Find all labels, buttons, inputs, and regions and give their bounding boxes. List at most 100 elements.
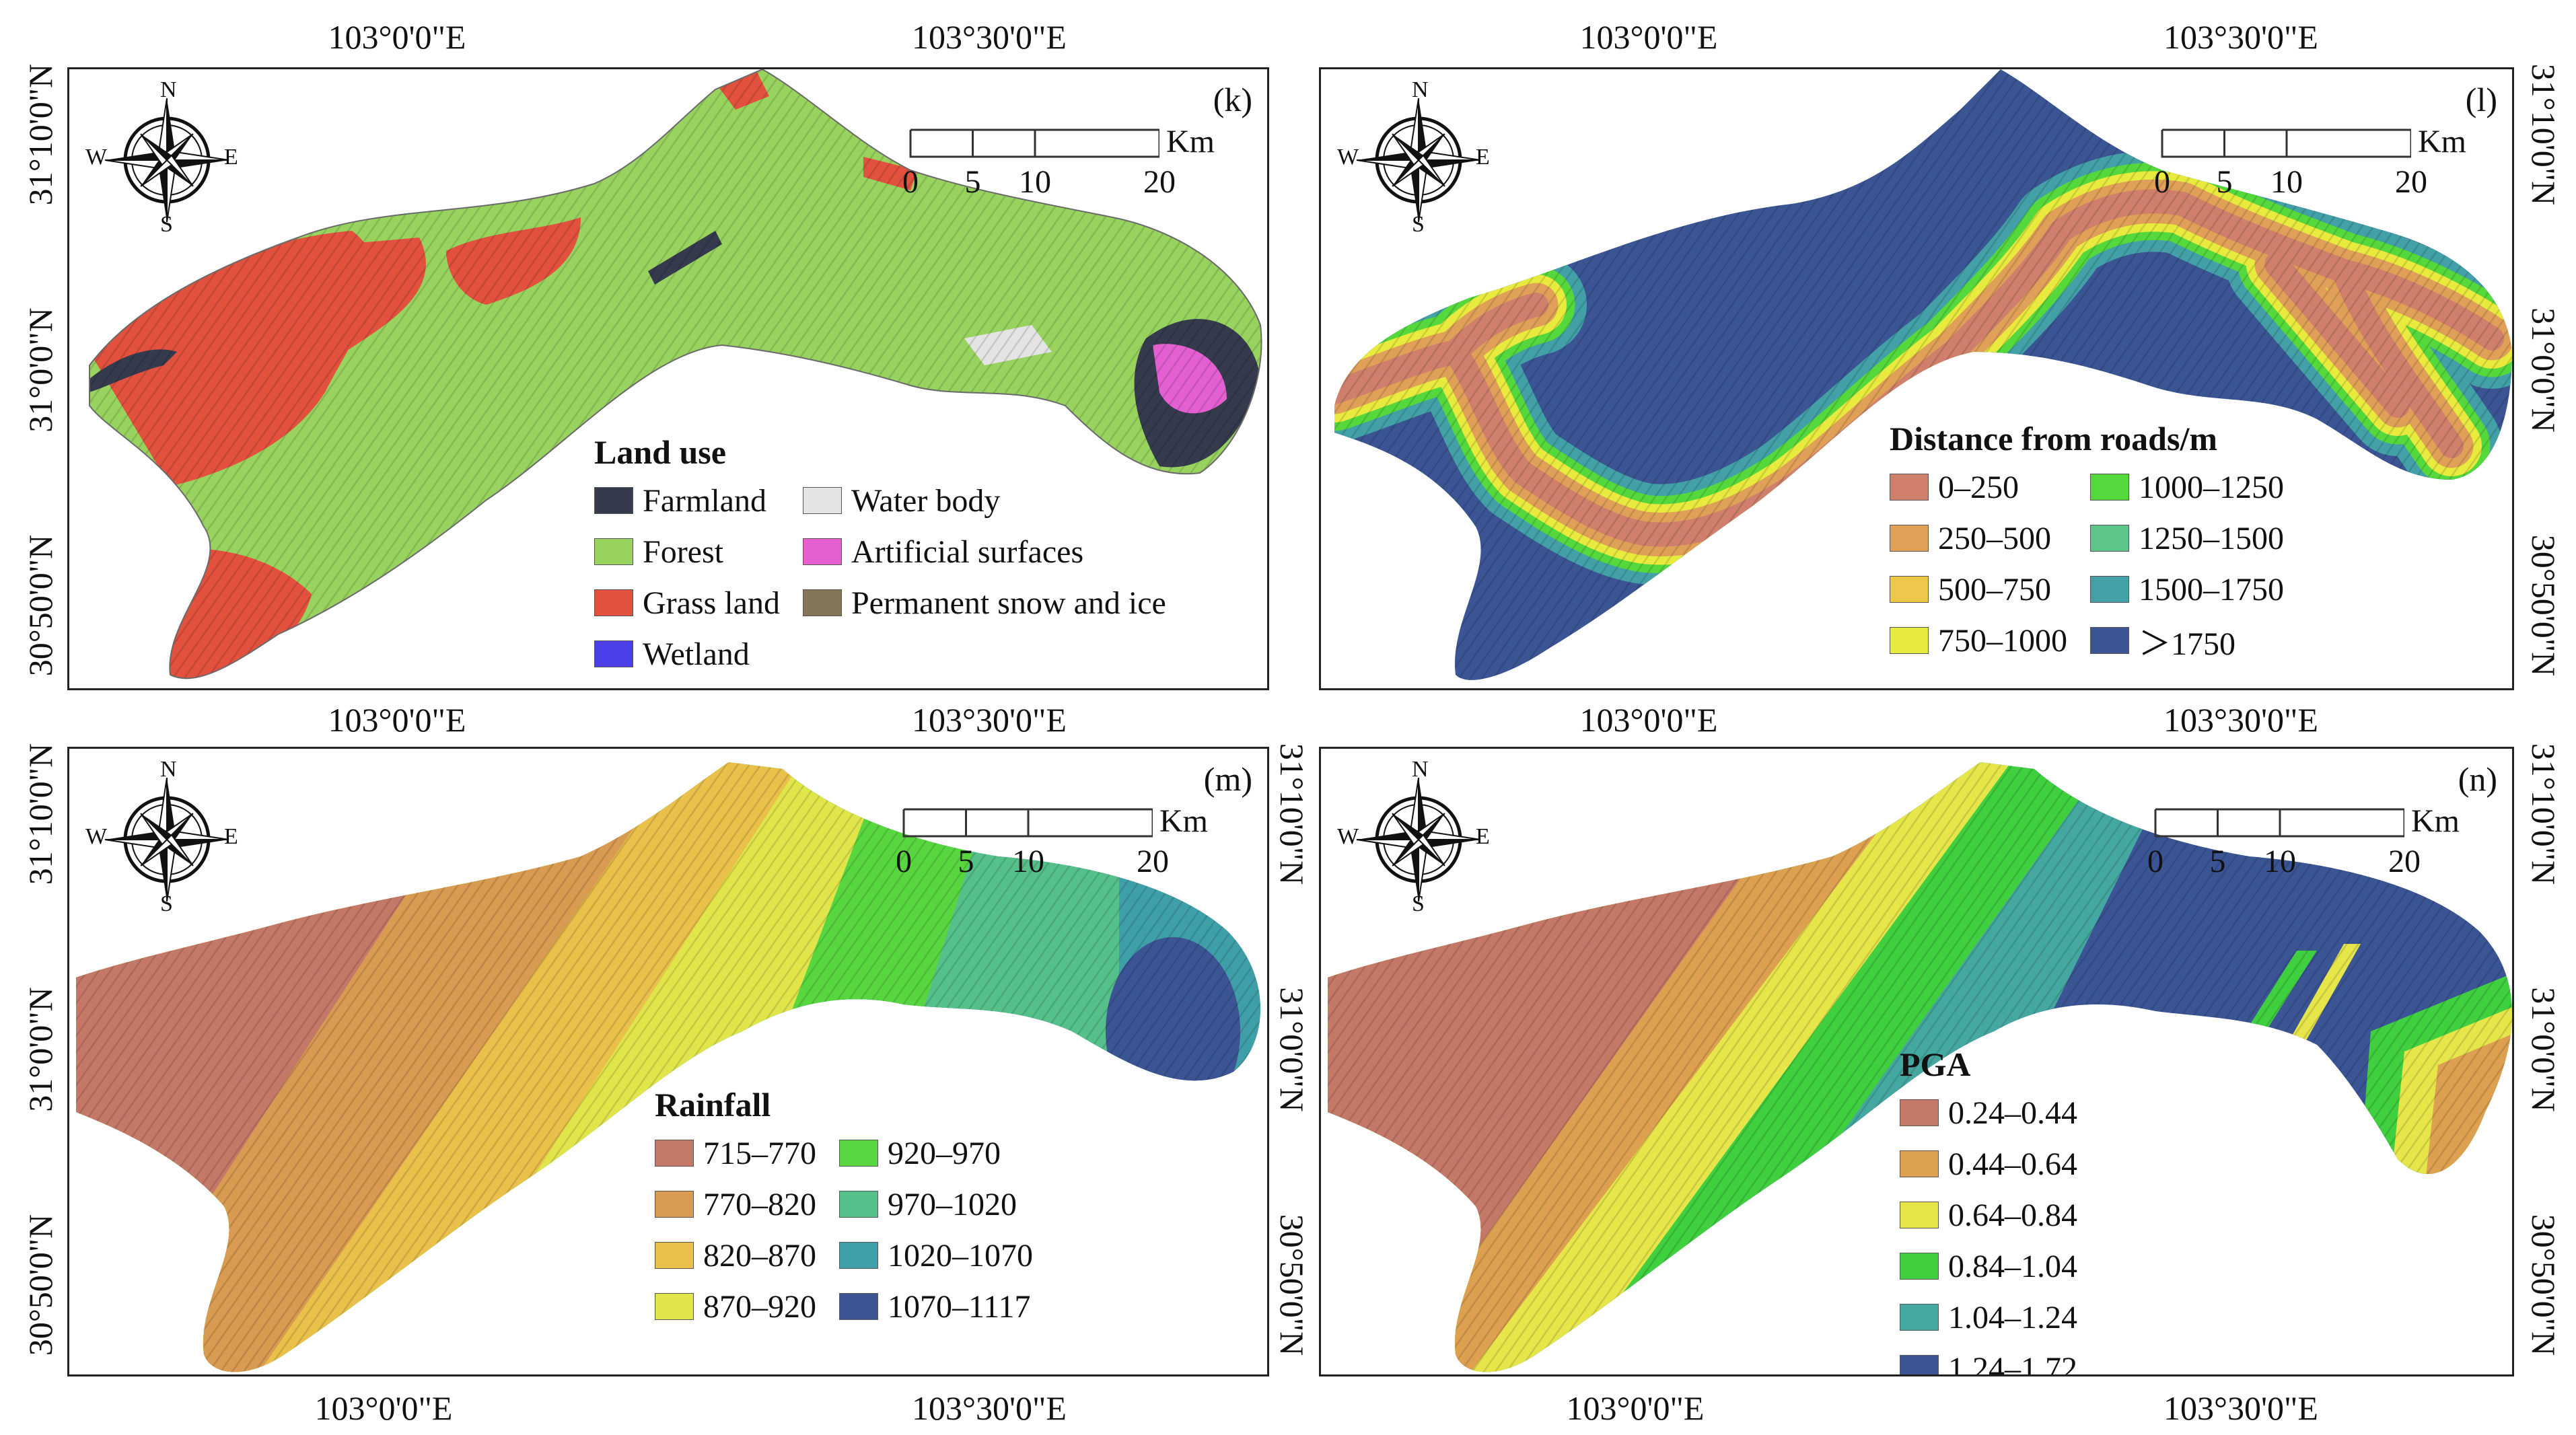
legend-swatch: [1900, 1099, 1939, 1126]
lat-label: 31°10'0"N: [1273, 743, 1311, 885]
panel-tag: (k): [1213, 81, 1252, 118]
compass-rose-icon: N S E W: [85, 77, 244, 237]
legend-label: 500–750: [1938, 571, 2051, 608]
legend-label: 750–1000: [1938, 622, 2067, 659]
lon-label: 103°0'0"E: [1579, 18, 1718, 56]
compass-rose-icon: N S E W: [1337, 77, 1496, 237]
legend-label: Permanent snow and ice: [851, 585, 1166, 621]
compass-n-label: N: [160, 77, 177, 102]
legend-l: Distance from roads/m 0–250 250–500 500–75…: [1890, 419, 2284, 662]
legend-item: 0–250: [1890, 466, 2067, 508]
legend-k: Land use Farmland Forest Grass land Wetland…: [594, 433, 1166, 675]
lat-label: 31°0'0"N: [1273, 987, 1311, 1112]
legend-item: 1070–1117: [839, 1286, 1033, 1327]
compass-w-label: W: [85, 824, 108, 849]
compass-rose-graphic: [1356, 98, 1481, 223]
land-use-map: [89, 69, 1262, 679]
legend-swatch: [1890, 474, 1929, 501]
legend-item: 715–770: [655, 1132, 816, 1174]
scale-unit-label: Km: [2418, 124, 2466, 159]
legend-swatch: [1890, 576, 1929, 603]
legend-label: Water body: [851, 482, 1001, 519]
legend-label: 715–770: [703, 1135, 816, 1171]
legend-swatch: [1900, 1150, 1939, 1177]
legend-item: Water body: [802, 480, 1166, 521]
scale-tick-label: 20: [1137, 844, 1169, 879]
lon-label: 103°0'0"E: [1579, 701, 1718, 739]
compass-rose-graphic: [1356, 777, 1481, 902]
legend-label: 0.84–1.04: [1948, 1248, 2077, 1284]
lat-label: 31°0'0"N: [2525, 307, 2563, 433]
legend-title: PGA: [1900, 1045, 1971, 1083]
legend-swatch: [1900, 1253, 1939, 1280]
scale-tick-label: 10: [1012, 844, 1044, 879]
compass-n-label: N: [1412, 757, 1429, 782]
legend-label: Forest: [643, 533, 723, 570]
scale-tick-label: 5: [2209, 844, 2226, 879]
lat-label: 31°10'0"N: [2525, 743, 2563, 885]
legend-swatch: [655, 1191, 694, 1218]
scale-tick-label: 10: [1019, 164, 1051, 200]
legend-swatch: [802, 589, 842, 616]
lat-label: 31°0'0"N: [22, 987, 59, 1112]
scale-bar-graphic: [902, 808, 1153, 838]
legend-item: 0.24–0.44: [1900, 1092, 2077, 1134]
scale-tick-label: 0: [2154, 164, 2170, 200]
lon-label: 103°0'0"E: [328, 18, 466, 56]
map-panel-l: (l) N S E W 0 5 10 20 Km Distance from roads/m …: [1319, 67, 2514, 690]
legend-item: 500–750: [1890, 568, 2067, 610]
legend-label: Farmland: [643, 482, 766, 519]
legend-label: 0.64–0.84: [1948, 1197, 2077, 1233]
lon-label: 103°30'0"E: [912, 701, 1067, 739]
legend-item: 1020–1070: [839, 1235, 1033, 1276]
scale-unit-label: Km: [2411, 803, 2460, 839]
scale-bar: 0 5 10 20 Km: [2147, 803, 2460, 904]
compass-e-label: E: [224, 824, 238, 849]
legend-item: 0.64–0.84: [1900, 1194, 2077, 1236]
legend-swatch: [2090, 525, 2129, 552]
lat-label: 30°50'0"N: [1273, 1214, 1311, 1356]
legend-label: 1250–1500: [2139, 520, 2284, 556]
scale-tick-label: 20: [1143, 164, 1176, 200]
scale-tick-label: 5: [2216, 164, 2233, 200]
legend-item: 1500–1750: [2090, 568, 2284, 610]
legend-label: ＞1750: [2139, 626, 2236, 662]
compass-e-label: E: [1476, 145, 1490, 170]
legend-swatch: [1890, 525, 1929, 552]
legend-item: 1250–1500: [2090, 517, 2284, 559]
legend-item: 250–500: [1890, 517, 2067, 559]
lat-label: 30°50'0"N: [22, 1214, 59, 1356]
legend-swatch: [2090, 576, 2129, 603]
compass-rose-icon: N S E W: [1337, 757, 1496, 917]
legend-item: Farmland: [594, 480, 780, 521]
scale-bar-graphic: [909, 128, 1159, 158]
lon-label: 103°30'0"E: [2163, 701, 2318, 739]
legend-swatch: [594, 589, 633, 616]
legend-item: 820–870: [655, 1235, 816, 1276]
compass-s-label: S: [1412, 891, 1425, 916]
lat-label: 31°0'0"N: [2525, 987, 2563, 1112]
legend-m: Rainfall 715–770 770–820 820–870 870–920 920…: [655, 1085, 1033, 1327]
legend-title: Distance from roads/m: [1890, 420, 2217, 457]
legend-item: Permanent snow and ice: [802, 582, 1166, 624]
scale-tick-label: 5: [964, 164, 981, 200]
legend-swatch: [839, 1293, 878, 1320]
lon-label: 103°30'0"E: [2163, 18, 2318, 56]
panel-tag: (l): [2465, 81, 2497, 118]
scale-bar-graphic: [2161, 128, 2411, 158]
legend-swatch: [2090, 474, 2129, 501]
legend-label: 1.24–1.72: [1948, 1350, 2077, 1376]
compass-s-label: S: [160, 891, 173, 916]
legend-item: 870–920: [655, 1286, 816, 1327]
legend-label: 770–820: [703, 1186, 816, 1222]
lon-label: 103°30'0"E: [912, 18, 1067, 56]
legend-label: 1500–1750: [2139, 571, 2284, 608]
scale-unit-label: Km: [1159, 803, 1208, 839]
legend-swatch: [2090, 627, 2129, 654]
scale-tick-label: 20: [2395, 164, 2427, 200]
legend-item: 0.44–0.64: [1900, 1143, 2077, 1185]
compass-s-label: S: [1412, 212, 1425, 237]
lon-label: 103°0'0"E: [314, 1389, 453, 1427]
compass-w-label: W: [1337, 824, 1359, 849]
legend-item: Forest: [594, 531, 780, 573]
